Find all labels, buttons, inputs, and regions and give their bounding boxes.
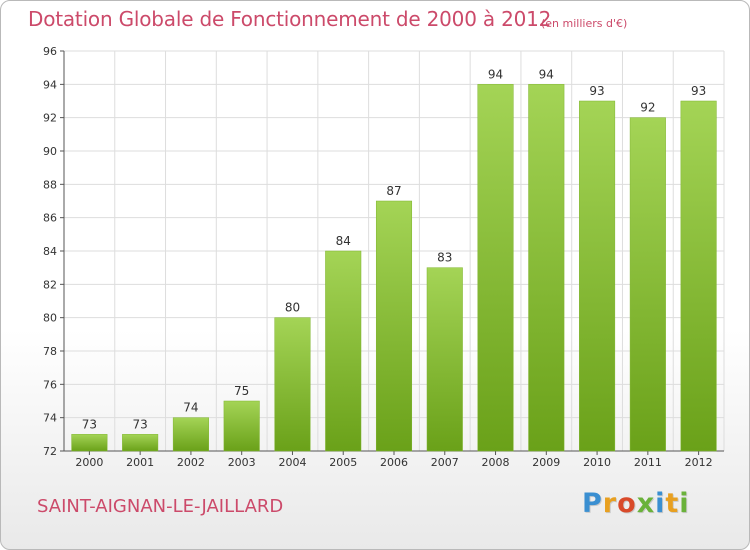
- x-tick-label: 2000: [75, 456, 103, 469]
- bar-2010: [579, 100, 616, 452]
- y-tick-label: 96: [43, 45, 57, 58]
- y-tick-label: 86: [43, 212, 57, 225]
- y-tick-label: 88: [43, 178, 57, 191]
- y-tick-label: 80: [43, 312, 57, 325]
- y-tick-label: 94: [43, 78, 57, 91]
- y-tick-label: 92: [43, 112, 57, 125]
- x-tick-label: 2004: [278, 456, 306, 469]
- bar-2009: [528, 84, 565, 452]
- data-label: 80: [285, 301, 300, 315]
- bar-2001: [122, 434, 159, 452]
- data-label: 92: [640, 101, 655, 115]
- bar-2004: [274, 317, 311, 452]
- x-tick-label: 2009: [532, 456, 560, 469]
- x-tick-label: 2011: [634, 456, 662, 469]
- data-label: 87: [386, 184, 401, 198]
- y-tick-label: 74: [43, 412, 57, 425]
- bar-2005: [325, 250, 362, 452]
- x-tick-label: 2003: [228, 456, 256, 469]
- x-tick-label: 2006: [380, 456, 408, 469]
- y-tick-label: 76: [43, 378, 57, 391]
- data-label: 93: [691, 84, 706, 98]
- data-label: 83: [437, 251, 452, 265]
- bar-2007: [426, 267, 463, 452]
- data-label: 74: [183, 401, 198, 415]
- data-label: 73: [82, 417, 97, 431]
- y-tick-label: 90: [43, 145, 57, 158]
- data-label: 93: [589, 84, 604, 98]
- data-labels: 73 73 74 75 80 84 87 83 94 94 93 92 93: [82, 67, 707, 431]
- x-tick-label: 2012: [685, 456, 713, 469]
- x-tick-label: 2001: [126, 456, 154, 469]
- x-tick-label: 2010: [583, 456, 611, 469]
- data-label: 94: [539, 67, 554, 81]
- data-label: 75: [234, 384, 249, 398]
- proxiti-logo: Proxiti: [582, 488, 690, 519]
- bar-2002: [172, 417, 209, 452]
- bar-2003: [223, 400, 260, 452]
- bar-2006: [375, 200, 413, 452]
- x-tick-label: 2002: [177, 456, 205, 469]
- bar-2012: [680, 100, 717, 452]
- y-tick-label: 72: [43, 445, 57, 458]
- bar-2000: [71, 434, 108, 452]
- y-tick-label: 84: [43, 245, 57, 258]
- bars: [71, 84, 717, 452]
- y-tick-label: 78: [43, 345, 57, 358]
- chart-unit-label: (en milliers d'€): [541, 17, 628, 30]
- chart-title: Dotation Globale de Fonctionnement de 20…: [28, 7, 552, 31]
- bar-2008: [477, 84, 514, 452]
- data-label: 73: [133, 417, 148, 431]
- data-label: 94: [488, 67, 503, 81]
- data-label: 84: [336, 234, 351, 248]
- bar-2011: [629, 117, 666, 452]
- commune-name: SAINT-AIGNAN-LE-JAILLARD: [37, 496, 284, 517]
- x-tick-label: 2005: [329, 456, 357, 469]
- y-tick-label: 82: [43, 278, 57, 291]
- x-tick-label: 2007: [431, 456, 459, 469]
- x-tick-label: 2008: [482, 456, 510, 469]
